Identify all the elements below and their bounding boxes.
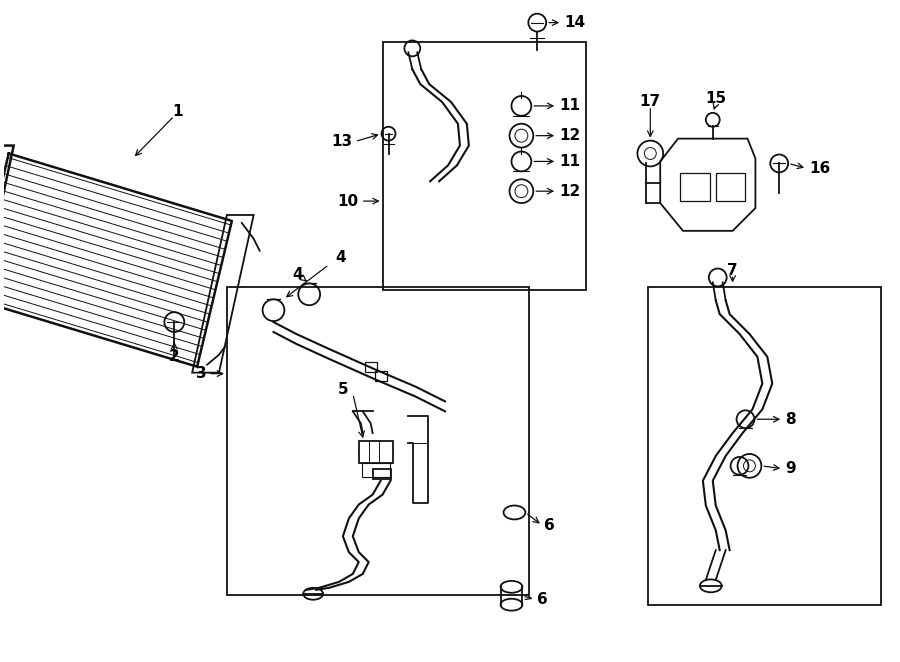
- Bar: [364, 361, 376, 371]
- Text: 15: 15: [706, 91, 726, 107]
- Text: 6: 6: [544, 518, 555, 533]
- Bar: [374, 371, 386, 381]
- Text: 11: 11: [559, 154, 580, 169]
- Text: 6: 6: [537, 592, 548, 607]
- Text: 4: 4: [336, 250, 346, 265]
- Bar: [359, 441, 393, 463]
- Bar: [373, 469, 391, 479]
- Bar: [680, 173, 710, 201]
- Text: 1: 1: [172, 105, 183, 119]
- Text: 12: 12: [559, 128, 580, 143]
- Text: 5: 5: [338, 382, 349, 397]
- Bar: [382, 42, 586, 291]
- Text: 13: 13: [332, 134, 353, 149]
- Text: 7: 7: [727, 263, 738, 278]
- Text: 3: 3: [196, 366, 207, 381]
- Text: 2: 2: [169, 350, 180, 364]
- Text: 11: 11: [559, 99, 580, 113]
- Text: 10: 10: [338, 193, 359, 209]
- Text: 4: 4: [292, 267, 303, 282]
- Text: 8: 8: [785, 412, 796, 427]
- Text: 14: 14: [564, 15, 585, 30]
- Bar: [362, 463, 390, 477]
- Text: 16: 16: [809, 161, 830, 176]
- Text: 17: 17: [640, 95, 661, 109]
- Text: 12: 12: [559, 183, 580, 199]
- Bar: [716, 173, 745, 201]
- Bar: [648, 287, 881, 604]
- Bar: [227, 287, 529, 594]
- Text: 9: 9: [785, 461, 796, 477]
